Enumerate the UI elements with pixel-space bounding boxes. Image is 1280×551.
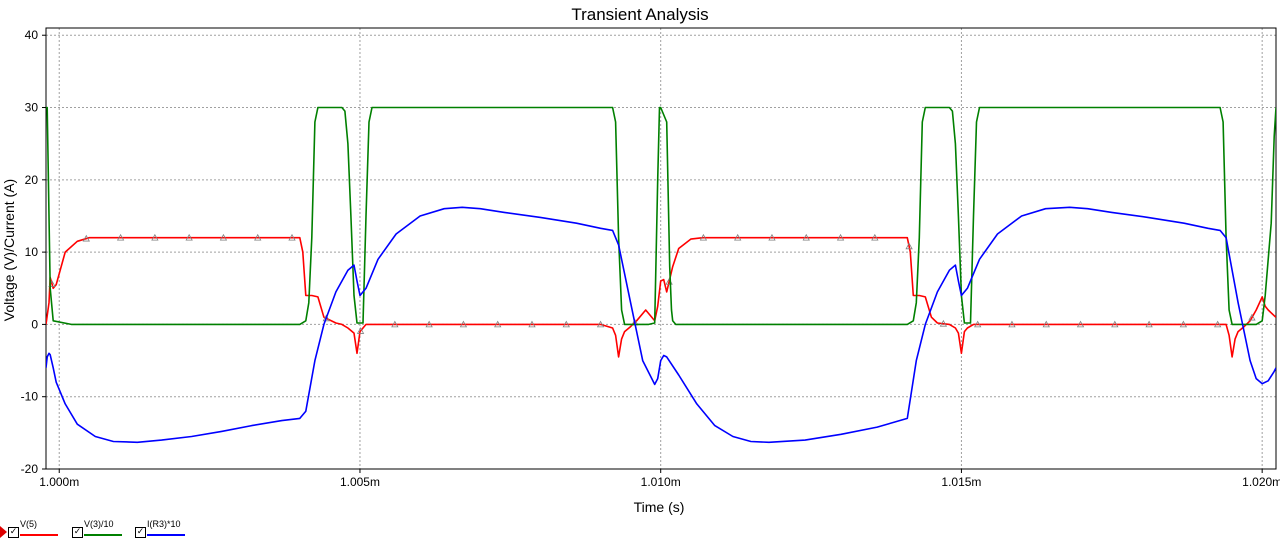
- triangle-marker-icon: [288, 233, 296, 241]
- triangle-marker-icon: [802, 233, 810, 241]
- y-tick-label: -10: [21, 390, 39, 404]
- series-line: [46, 236, 1276, 358]
- x-tick-label: 1.015m: [941, 475, 981, 489]
- series-V(3)/10: [46, 106, 1276, 326]
- triangle-marker-icon: [425, 320, 433, 328]
- legend-selection-marker-icon: [0, 526, 7, 538]
- legend-swatch: [20, 534, 58, 536]
- legend-label: I(R3)*10: [147, 519, 181, 529]
- triangle-marker-icon: [1248, 313, 1256, 321]
- x-tick-label: 1.000m: [39, 475, 79, 489]
- y-tick-label: 10: [25, 245, 39, 259]
- chart-title: Transient Analysis: [571, 5, 708, 24]
- tick-labels: 1.000m 1.005m 1.010m 1.015m 1.020m 40 30 20 10 0 -…: [21, 28, 1280, 489]
- y-tick-label: 30: [25, 101, 39, 115]
- triangle-marker-icon: [734, 233, 742, 241]
- checkbox-icon[interactable]: ✓: [72, 527, 83, 538]
- triangle-marker-icon: [1076, 320, 1085, 328]
- triangle-marker-icon: [1111, 320, 1119, 328]
- triangle-marker-icon: [1145, 320, 1153, 328]
- triangle-marker-icon: [151, 233, 159, 241]
- legend-item-ir3[interactable]: ✓ I(R3)*10: [133, 516, 193, 540]
- triangle-marker-icon: [699, 233, 708, 241]
- x-axis-title: Time (s): [634, 499, 685, 515]
- y-tick-label: 20: [25, 173, 39, 187]
- triangle-marker-icon: [322, 314, 330, 322]
- legend-label: V(3)/10: [84, 519, 114, 529]
- triangle-marker-icon: [973, 320, 982, 328]
- series-I(R3)*10: [46, 206, 1276, 444]
- series-line: [46, 106, 1276, 326]
- series-line: [46, 206, 1276, 444]
- triangle-marker-icon: [939, 319, 948, 327]
- legend-item-v3[interactable]: ✓ V(3)/10: [70, 516, 130, 540]
- triangle-marker-icon: [871, 233, 879, 241]
- triangle-marker-icon: [219, 233, 228, 241]
- triangle-marker-icon: [836, 233, 845, 241]
- transient-analysis-chart: Transient Analysis 1.000m 1.005m 1.010m 1.0…: [1, 5, 1280, 515]
- triangle-marker-icon: [82, 234, 90, 242]
- triangle-marker-icon: [185, 233, 193, 241]
- triangle-marker-icon: [768, 233, 776, 241]
- legend-item-v5[interactable]: ✓ V(5): [6, 516, 64, 540]
- y-tick-label: 40: [25, 28, 39, 42]
- x-tick-label: 1.005m: [340, 475, 380, 489]
- triangle-marker-icon: [905, 242, 913, 250]
- legend-label: V(5): [20, 519, 38, 529]
- legend-swatch: [84, 534, 122, 536]
- triangle-marker-icon: [459, 320, 468, 328]
- triangle-marker-icon: [1042, 320, 1050, 328]
- checkbox-icon[interactable]: ✓: [8, 527, 19, 538]
- legend-swatch: [147, 534, 185, 536]
- triangle-marker-icon: [494, 320, 502, 328]
- y-tick-label: 0: [31, 317, 38, 331]
- series-layer: [46, 106, 1276, 444]
- x-tick-label: 1.020m: [1242, 475, 1280, 489]
- triangle-marker-icon: [254, 233, 262, 241]
- triangle-marker-icon: [391, 320, 399, 328]
- y-tick-label: -20: [21, 462, 39, 476]
- grid-lines: [46, 28, 1276, 469]
- triangle-marker-icon: [1179, 320, 1188, 328]
- triangle-marker-icon: [1213, 320, 1222, 328]
- y-axis-title: Voltage (V)/Current (A): [1, 179, 17, 321]
- legend: ✓ V(5) ✓ V(3)/10 ✓ I(R3)*10: [0, 516, 400, 540]
- triangle-marker-icon: [528, 320, 536, 328]
- x-tick-label: 1.010m: [641, 475, 681, 489]
- triangle-marker-icon: [1008, 320, 1016, 328]
- triangle-marker-icon: [116, 233, 125, 241]
- triangle-marker-icon: [356, 327, 365, 334]
- checkbox-icon[interactable]: ✓: [135, 527, 146, 538]
- triangle-marker-icon: [562, 320, 570, 328]
- triangle-marker-icon: [596, 320, 605, 328]
